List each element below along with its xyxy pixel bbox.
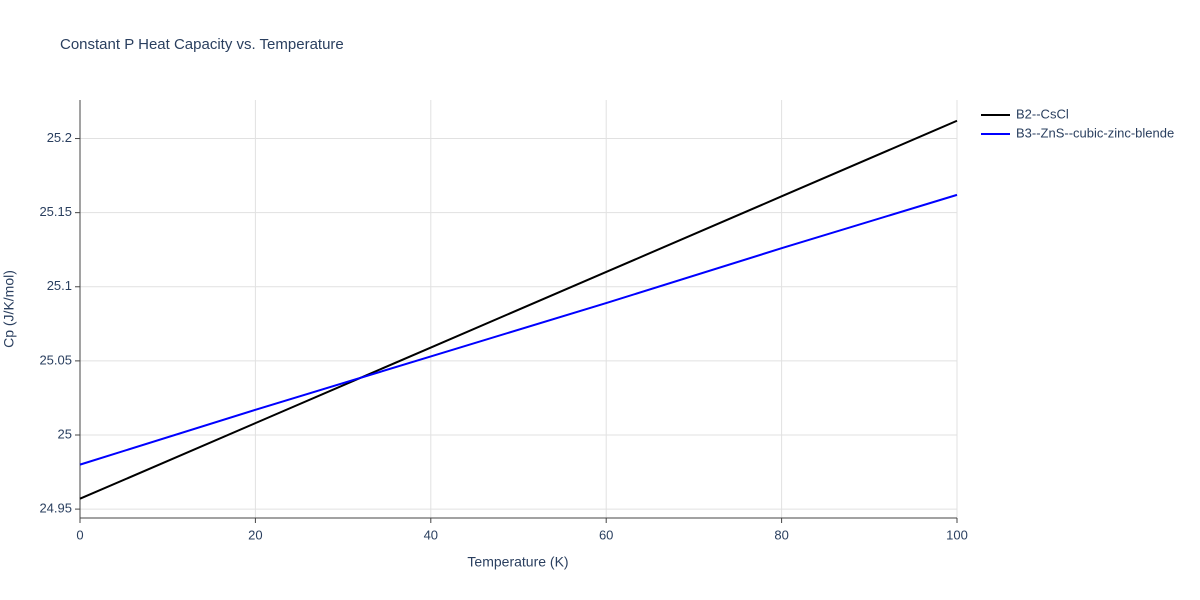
y-tick-label: 24.95 [39,501,72,516]
x-tick-label: 80 [774,527,788,542]
x-tick-label: 0 [76,527,83,542]
y-tick-label: 25.15 [39,204,72,219]
y-tick-label: 25.2 [47,130,72,145]
series-line [79,193,958,466]
x-axis-label: Temperature (K) [467,554,568,570]
x-tick-label: 20 [248,527,262,542]
y-tick-label: 25.1 [47,278,72,293]
x-tick-label: 40 [424,527,438,542]
legend-label: B2--CsCl [1016,106,1069,121]
legend-label: B3--ZnS--cubic-zinc-blende [1016,125,1174,140]
chart-title: Constant P Heat Capacity vs. Temperature [60,36,344,53]
y-axis-label: Cp (J/K/mol) [1,270,17,348]
y-tick-label: 25 [58,426,72,441]
y-tick-label: 25.05 [39,352,72,367]
series-line [79,119,958,500]
x-tick-label: 100 [946,527,968,542]
x-tick-label: 60 [599,527,613,542]
